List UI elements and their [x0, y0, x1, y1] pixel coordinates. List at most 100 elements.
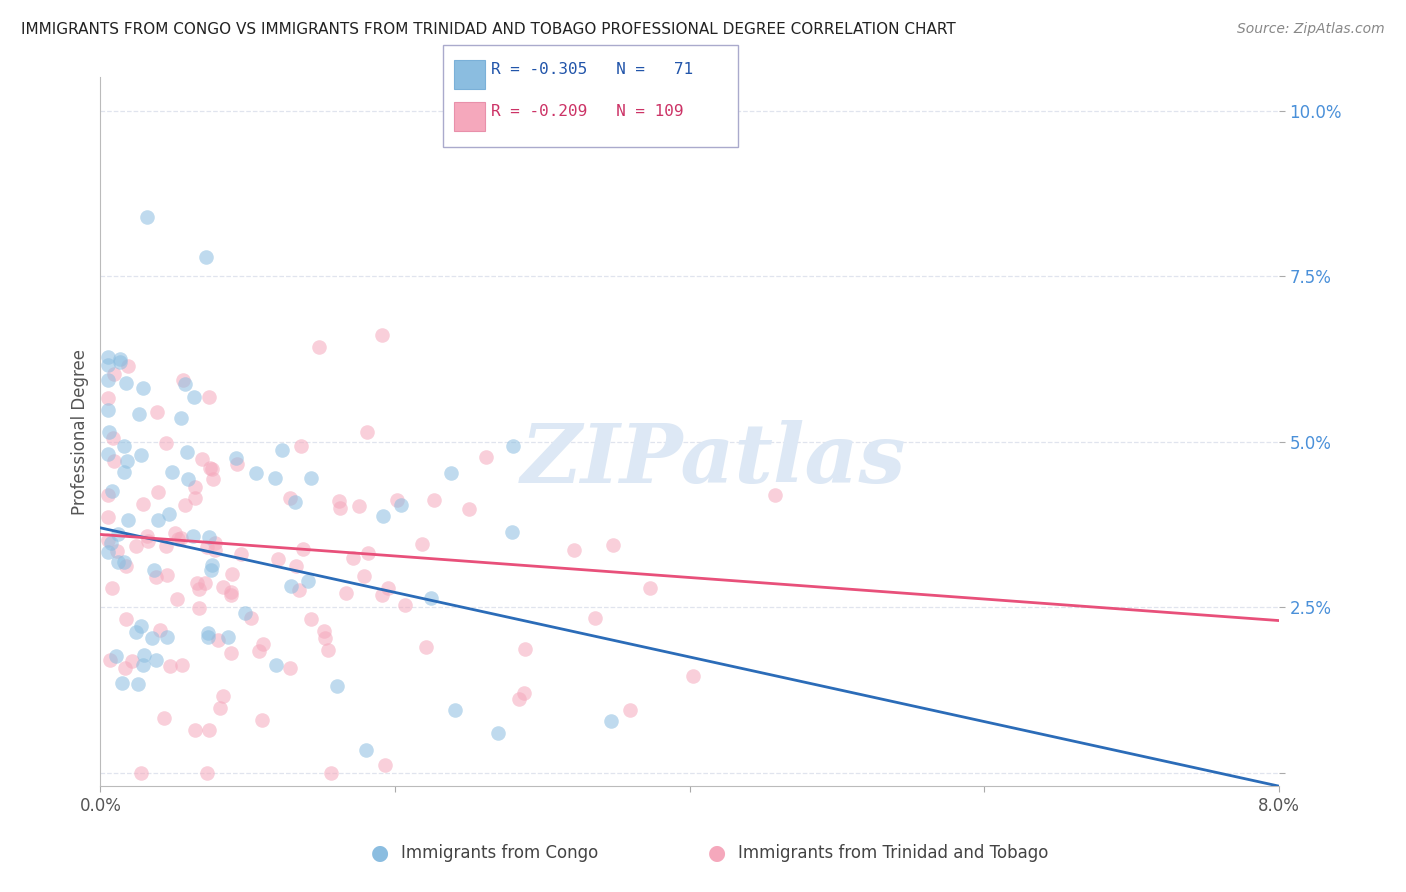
Point — [111, 676, 134, 690]
Point — [198, 390, 221, 404]
Point — [299, 612, 322, 626]
Text: ●: ● — [709, 843, 725, 863]
Point — [112, 440, 135, 454]
Point — [145, 653, 167, 667]
Point — [204, 536, 226, 550]
Point — [308, 340, 330, 354]
Point — [129, 765, 152, 780]
Point — [107, 527, 129, 541]
Point — [515, 641, 537, 656]
Point — [149, 623, 172, 637]
Point — [314, 631, 336, 645]
Point — [167, 532, 190, 546]
Point — [354, 743, 377, 757]
Point — [319, 765, 342, 780]
Point — [163, 525, 186, 540]
Point — [124, 625, 146, 640]
Point — [292, 542, 315, 557]
Point — [184, 723, 207, 737]
Point — [211, 689, 233, 703]
Point — [159, 659, 181, 673]
Y-axis label: Professional Degree: Professional Degree — [72, 349, 89, 515]
Point — [297, 574, 319, 588]
Point — [602, 538, 624, 552]
Point — [156, 568, 179, 582]
Point — [97, 373, 120, 387]
Point — [270, 442, 292, 457]
Point — [184, 491, 207, 506]
Point — [114, 465, 136, 479]
Point — [146, 405, 169, 419]
Text: ●: ● — [371, 843, 388, 863]
Point — [264, 658, 287, 673]
Point — [280, 578, 302, 592]
Point — [440, 466, 463, 480]
Point — [195, 541, 218, 555]
Point — [117, 359, 139, 373]
Point — [198, 723, 221, 737]
Point — [136, 533, 159, 548]
Point — [619, 703, 641, 717]
Point — [188, 582, 211, 596]
Point — [212, 580, 235, 594]
Point — [328, 494, 350, 508]
Point — [152, 711, 174, 725]
Text: R = -0.305   N =   71: R = -0.305 N = 71 — [491, 62, 693, 78]
Point — [423, 492, 446, 507]
Point — [682, 669, 704, 683]
Point — [419, 591, 441, 605]
Point — [284, 495, 307, 509]
Point — [132, 381, 155, 395]
Point — [101, 483, 124, 498]
Point — [97, 447, 120, 461]
Point — [97, 488, 120, 502]
Point — [97, 391, 120, 405]
Point — [98, 425, 121, 439]
Point — [97, 545, 120, 559]
Point — [115, 612, 138, 626]
Point — [226, 458, 249, 472]
Point — [114, 660, 136, 674]
Point — [394, 599, 416, 613]
Point — [103, 453, 125, 467]
Point — [146, 484, 169, 499]
Point — [174, 498, 197, 512]
Point — [112, 555, 135, 569]
Point — [763, 488, 786, 502]
Point — [335, 585, 357, 599]
Point — [183, 391, 205, 405]
Point — [278, 491, 301, 505]
Point — [200, 461, 222, 475]
Point — [444, 703, 467, 717]
Point — [117, 513, 139, 527]
Point — [100, 536, 122, 550]
Point — [174, 377, 197, 392]
Point — [110, 355, 132, 369]
Text: R = -0.209   N = 109: R = -0.209 N = 109 — [491, 104, 683, 120]
Point — [98, 653, 121, 667]
Point — [110, 352, 132, 367]
Point — [290, 439, 312, 453]
Point — [229, 548, 252, 562]
Point — [148, 513, 170, 527]
Point — [97, 350, 120, 364]
Point — [342, 550, 364, 565]
Point — [170, 532, 193, 546]
Point — [207, 633, 229, 648]
Point — [107, 555, 129, 569]
Point — [121, 655, 143, 669]
Point — [373, 509, 395, 524]
Point — [155, 539, 177, 553]
Point — [329, 501, 352, 516]
Point — [197, 626, 219, 640]
Point — [97, 533, 120, 547]
Point — [157, 507, 180, 521]
Point — [508, 691, 530, 706]
Point — [135, 529, 157, 543]
Point — [312, 624, 335, 638]
Point — [115, 454, 138, 468]
Point — [252, 637, 274, 651]
Point — [176, 445, 198, 459]
Point — [513, 686, 536, 700]
Point — [217, 631, 239, 645]
